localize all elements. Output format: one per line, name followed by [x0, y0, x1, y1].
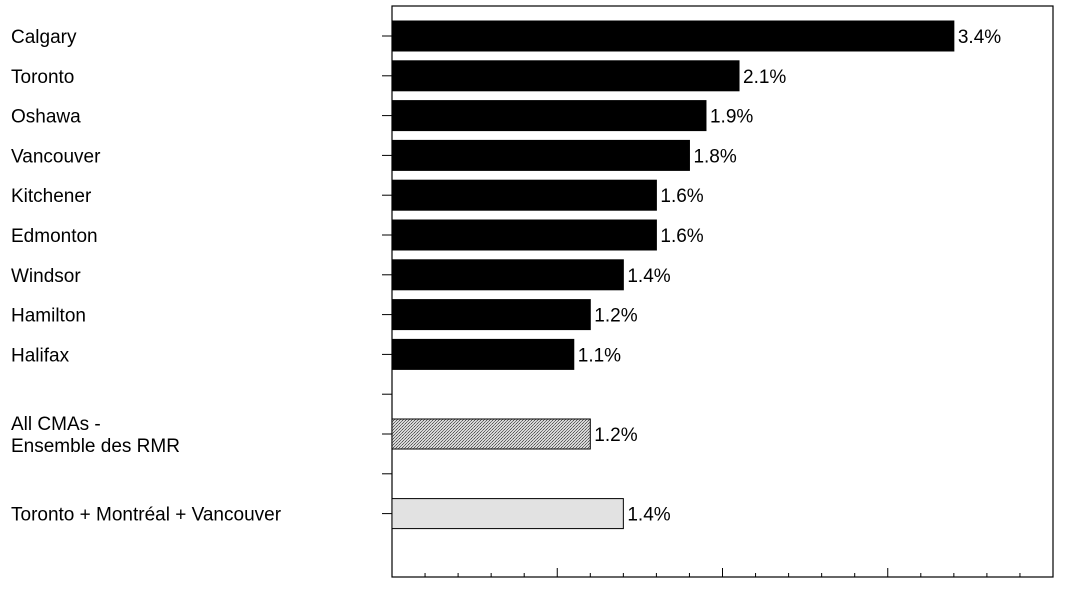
data-label: 1.9% — [710, 107, 753, 128]
data-label: 1.4% — [627, 505, 670, 526]
category-label: Oshawa — [11, 107, 81, 128]
category-labels: Calgary Toronto Oshawa Vancouver Kitchener Ed… — [11, 27, 282, 526]
category-label: Hamilton — [11, 306, 86, 327]
bar — [391, 139, 690, 171]
bar — [391, 60, 740, 92]
category-label: All CMAs - — [11, 414, 101, 435]
category-label: Toronto + Montréal + Vancouver — [11, 505, 282, 526]
bars — [391, 20, 955, 530]
data-label: 1.6% — [660, 186, 703, 207]
data-label: 1.1% — [578, 345, 621, 366]
data-label: 1.6% — [660, 226, 703, 247]
data-label: 3.4% — [958, 27, 1001, 48]
bar — [391, 219, 657, 251]
data-labels: 3.4% 2.1% 1.9% 1.8% 1.6% 1.6% 1.4% 1.2% 1.1% 1.2%… — [578, 27, 1001, 526]
bar — [391, 100, 707, 132]
data-label: 1.4% — [627, 266, 670, 287]
y-axis-ticks — [382, 35, 392, 515]
bar — [391, 418, 591, 450]
bar — [391, 299, 591, 331]
bar — [391, 498, 624, 530]
data-label: 1.2% — [594, 306, 637, 327]
category-label: Windsor — [11, 266, 81, 287]
category-label: Vancouver — [11, 146, 101, 167]
data-label: 2.1% — [743, 67, 786, 88]
bar — [391, 20, 955, 52]
data-label: 1.2% — [594, 425, 637, 446]
category-label: Calgary — [11, 27, 77, 48]
category-label: Kitchener — [11, 186, 92, 207]
category-label: Edmonton — [11, 226, 98, 247]
plot-frame — [391, 5, 1054, 578]
bar — [391, 259, 624, 291]
category-label: Ensemble des RMR — [11, 436, 180, 457]
data-label: 1.8% — [693, 146, 736, 167]
category-label: Toronto — [11, 67, 74, 88]
bar — [391, 179, 657, 211]
x-axis-ticks — [391, 568, 1054, 577]
bar — [391, 338, 575, 370]
category-label: Halifax — [11, 345, 70, 366]
